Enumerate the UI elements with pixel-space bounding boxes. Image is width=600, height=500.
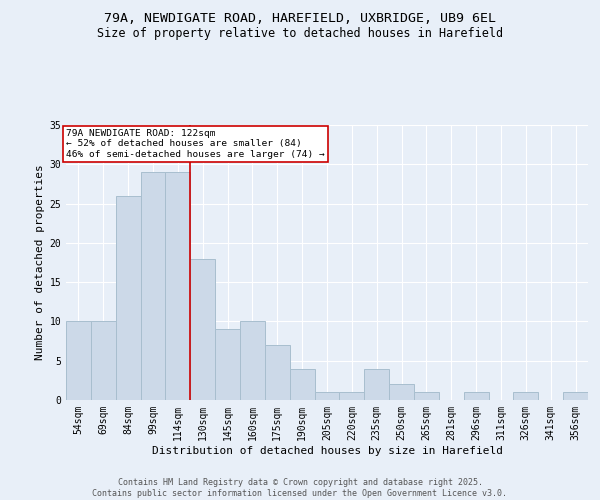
Bar bbox=[265, 345, 290, 400]
Bar bbox=[364, 368, 389, 400]
Bar bbox=[414, 392, 439, 400]
Text: 79A, NEWDIGATE ROAD, HAREFIELD, UXBRIDGE, UB9 6EL: 79A, NEWDIGATE ROAD, HAREFIELD, UXBRIDGE… bbox=[104, 12, 496, 26]
Bar bbox=[215, 330, 240, 400]
Bar bbox=[563, 392, 588, 400]
Text: Contains HM Land Registry data © Crown copyright and database right 2025.
Contai: Contains HM Land Registry data © Crown c… bbox=[92, 478, 508, 498]
Text: Size of property relative to detached houses in Harefield: Size of property relative to detached ho… bbox=[97, 28, 503, 40]
Bar bbox=[140, 172, 166, 400]
Bar bbox=[116, 196, 140, 400]
Text: 79A NEWDIGATE ROAD: 122sqm
← 52% of detached houses are smaller (84)
46% of semi: 79A NEWDIGATE ROAD: 122sqm ← 52% of deta… bbox=[66, 129, 325, 158]
Bar bbox=[314, 392, 340, 400]
Y-axis label: Number of detached properties: Number of detached properties bbox=[35, 164, 45, 360]
Bar bbox=[66, 322, 91, 400]
X-axis label: Distribution of detached houses by size in Harefield: Distribution of detached houses by size … bbox=[151, 446, 503, 456]
Bar bbox=[340, 392, 364, 400]
Bar bbox=[166, 172, 190, 400]
Bar bbox=[290, 368, 314, 400]
Bar bbox=[464, 392, 488, 400]
Bar bbox=[190, 258, 215, 400]
Bar bbox=[240, 322, 265, 400]
Bar bbox=[389, 384, 414, 400]
Bar bbox=[91, 322, 116, 400]
Bar bbox=[514, 392, 538, 400]
